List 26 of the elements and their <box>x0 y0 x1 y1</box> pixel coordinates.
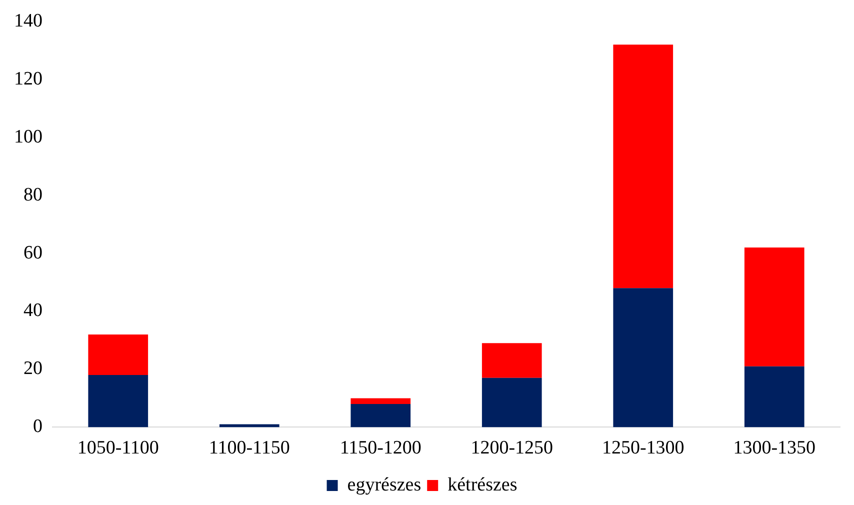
legend-label: egyrészes <box>347 474 422 496</box>
bar <box>88 375 148 428</box>
x-tick-label: 1250-1300 <box>602 438 684 459</box>
y-tick-label: 0 <box>33 416 42 438</box>
y-tick-label: 120 <box>14 68 42 90</box>
x-tick-label: 1050-1100 <box>77 438 159 459</box>
y-tick-label: 40 <box>24 300 42 322</box>
y-tick-label: 100 <box>14 126 42 148</box>
y-tick-label: 140 <box>14 10 42 32</box>
x-tick-label: 1300-1350 <box>733 438 816 459</box>
x-tick-label: 1150-1200 <box>340 438 422 459</box>
bar <box>482 378 542 428</box>
bar <box>613 44 674 288</box>
bar <box>613 288 674 428</box>
bar <box>744 366 804 428</box>
bar <box>88 334 148 376</box>
x-tick-label: 1200-1250 <box>470 438 554 459</box>
x-tick-label: 1100-1150 <box>208 438 290 459</box>
y-tick-label: 60 <box>24 242 42 264</box>
bar <box>350 398 411 404</box>
bar <box>744 247 804 366</box>
legend-label: kétrészes <box>448 474 518 496</box>
y-tick-label: 80 <box>24 184 42 206</box>
bar <box>350 404 411 428</box>
bar <box>482 343 542 378</box>
y-tick-label: 20 <box>24 358 42 380</box>
